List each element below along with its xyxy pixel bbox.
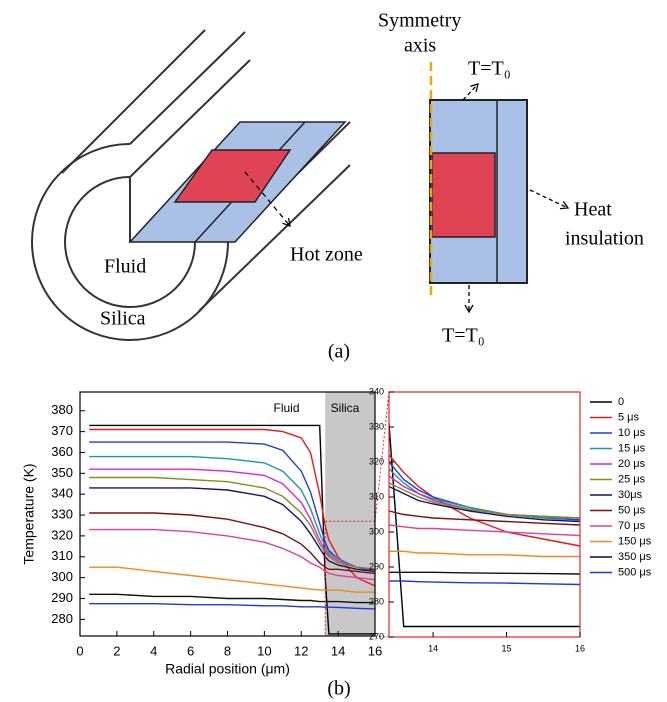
legend-label: 350 μs bbox=[618, 551, 652, 563]
series-line bbox=[389, 571, 581, 575]
series-line bbox=[89, 455, 376, 570]
x-tick-label: 10 bbox=[257, 643, 271, 658]
label: Symmetry bbox=[378, 10, 461, 32]
legend-label: 0 bbox=[618, 396, 624, 408]
series-line bbox=[89, 512, 376, 575]
y-tick-label: 290 bbox=[369, 561, 384, 571]
series-line bbox=[388, 510, 581, 526]
series-line bbox=[89, 476, 376, 570]
label: insulation bbox=[565, 228, 644, 250]
series-line bbox=[89, 528, 376, 581]
x-tick-label: 12 bbox=[294, 643, 308, 658]
zoom-connector bbox=[374, 391, 390, 522]
series-line bbox=[388, 485, 581, 523]
x-tick-label: 16 bbox=[575, 643, 585, 653]
series-line bbox=[388, 468, 580, 519]
annotation: Fluid bbox=[273, 401, 299, 415]
x-tick-label: 8 bbox=[224, 643, 231, 658]
series-line bbox=[89, 603, 376, 610]
hot-zone bbox=[431, 152, 496, 238]
y-tick-label: 340 bbox=[369, 386, 384, 396]
tube-edge bbox=[61, 29, 206, 174]
x-axis-label: Radial position (μm) bbox=[165, 661, 290, 677]
y-tick-label: 310 bbox=[369, 491, 384, 501]
series-line bbox=[89, 566, 375, 593]
label: Heat bbox=[574, 199, 612, 221]
legend-label: 50 μs bbox=[618, 504, 646, 516]
label: axis bbox=[404, 35, 436, 57]
tube-edge bbox=[129, 59, 251, 178]
legend-label: 70 μs bbox=[618, 520, 646, 532]
y-tick-label: 300 bbox=[369, 526, 384, 536]
y-tick-label: 330 bbox=[369, 421, 384, 431]
arrow bbox=[462, 83, 479, 101]
y-tick-label: 330 bbox=[51, 506, 73, 521]
series-line bbox=[388, 482, 581, 519]
label: Hot zone bbox=[290, 244, 363, 266]
y-tick-label: 320 bbox=[51, 527, 73, 542]
annotation: Silica bbox=[331, 401, 360, 415]
y-tick-label: 280 bbox=[369, 596, 384, 606]
legend-label: 150 μs bbox=[618, 535, 652, 547]
inner-arc bbox=[64, 176, 196, 308]
caption: (a) bbox=[328, 341, 350, 363]
x-tick-label: 0 bbox=[76, 643, 83, 658]
x-tick-label: 14 bbox=[428, 643, 438, 653]
y-tick-label: 270 bbox=[369, 631, 384, 641]
label: T=T₀ bbox=[442, 325, 485, 347]
arrow bbox=[244, 171, 291, 228]
x-tick-label: 4 bbox=[150, 643, 157, 658]
arrow bbox=[529, 189, 570, 210]
series-line bbox=[388, 524, 581, 537]
series-line bbox=[388, 423, 580, 628]
legend-label: 10 μs bbox=[618, 427, 646, 439]
y-tick-label: 300 bbox=[51, 569, 73, 584]
x-tick-label: 6 bbox=[187, 643, 194, 658]
x-tick-label: 2 bbox=[113, 643, 120, 658]
series-line bbox=[89, 424, 375, 635]
y-tick-label: 310 bbox=[51, 548, 73, 563]
label: T=T₀ bbox=[468, 58, 511, 80]
series-line bbox=[389, 550, 580, 558]
series-line bbox=[89, 487, 376, 573]
y-tick-label: 340 bbox=[51, 486, 73, 501]
series-line bbox=[89, 428, 376, 587]
tube-edge bbox=[198, 164, 351, 312]
label: Silica bbox=[100, 308, 146, 330]
series-line bbox=[389, 580, 581, 586]
legend-label: 500 μs bbox=[618, 566, 652, 578]
x-tick-label: 15 bbox=[502, 643, 512, 653]
y-tick-label: 350 bbox=[51, 465, 73, 480]
y-tick-label: 290 bbox=[51, 590, 73, 605]
hot-zone bbox=[173, 149, 292, 203]
y-tick-label: 380 bbox=[51, 402, 73, 417]
legend-label: 15 μs bbox=[618, 442, 646, 454]
y-tick-label: 280 bbox=[51, 611, 73, 626]
y-tick-label: 360 bbox=[51, 444, 73, 459]
caption: (b) bbox=[327, 678, 350, 700]
legend-label: 5 μs bbox=[618, 411, 640, 423]
shaded-region bbox=[325, 392, 375, 636]
series-line bbox=[89, 468, 376, 570]
x-tick-label: 16 bbox=[368, 643, 382, 658]
y-axis-label: Temperature (K) bbox=[21, 463, 37, 564]
plot-frame bbox=[388, 391, 581, 638]
legend-label: 20 μs bbox=[618, 458, 646, 470]
series-line bbox=[89, 593, 375, 604]
y-tick-label: 370 bbox=[51, 423, 73, 438]
label: Fluid bbox=[104, 256, 146, 278]
legend-label: 30μs bbox=[618, 489, 643, 501]
legend-label: 25 μs bbox=[618, 473, 646, 485]
tube-edge bbox=[129, 31, 246, 145]
x-tick-label: 14 bbox=[331, 643, 345, 658]
y-tick-label: 320 bbox=[369, 456, 384, 466]
